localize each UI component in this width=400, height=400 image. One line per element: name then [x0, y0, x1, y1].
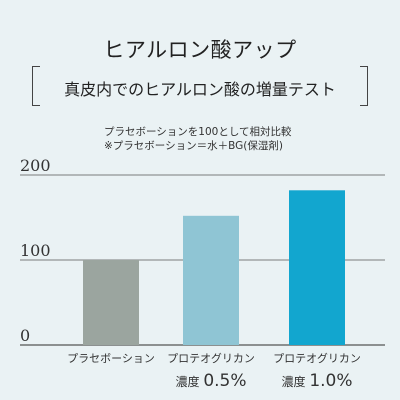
y-tick-label-0: 0	[20, 326, 30, 345]
chart-note-placebo: ※プラセボーション＝水＋BG(保湿剤)	[104, 140, 283, 152]
x-label-2: プロテオグリカン	[167, 351, 255, 365]
left-bracket	[32, 66, 40, 106]
bar-1	[83, 260, 139, 345]
x-label-1: プラセボーション	[67, 352, 155, 365]
bar-3	[289, 190, 345, 345]
x-label-3: プロテオグリカン	[273, 351, 361, 365]
subtitle-box: 真皮内でのヒアルロン酸の増量テスト	[32, 66, 368, 106]
bar-2	[183, 215, 239, 345]
x-sublabel-3: 濃度 1.0%	[281, 371, 352, 391]
right-bracket	[360, 66, 368, 106]
x-sublabel-2: 濃度 0.5%	[175, 371, 246, 391]
y-tick-label-200: 200	[20, 156, 51, 175]
chart-note-basis: プラセボーションを100として相対比較	[104, 126, 292, 138]
page-title: ヒアルロン酸アップ	[103, 38, 297, 62]
chart-subtitle: 真皮内でのヒアルロン酸の増量テスト	[64, 80, 336, 99]
y-tick-label-100: 100	[20, 241, 51, 260]
